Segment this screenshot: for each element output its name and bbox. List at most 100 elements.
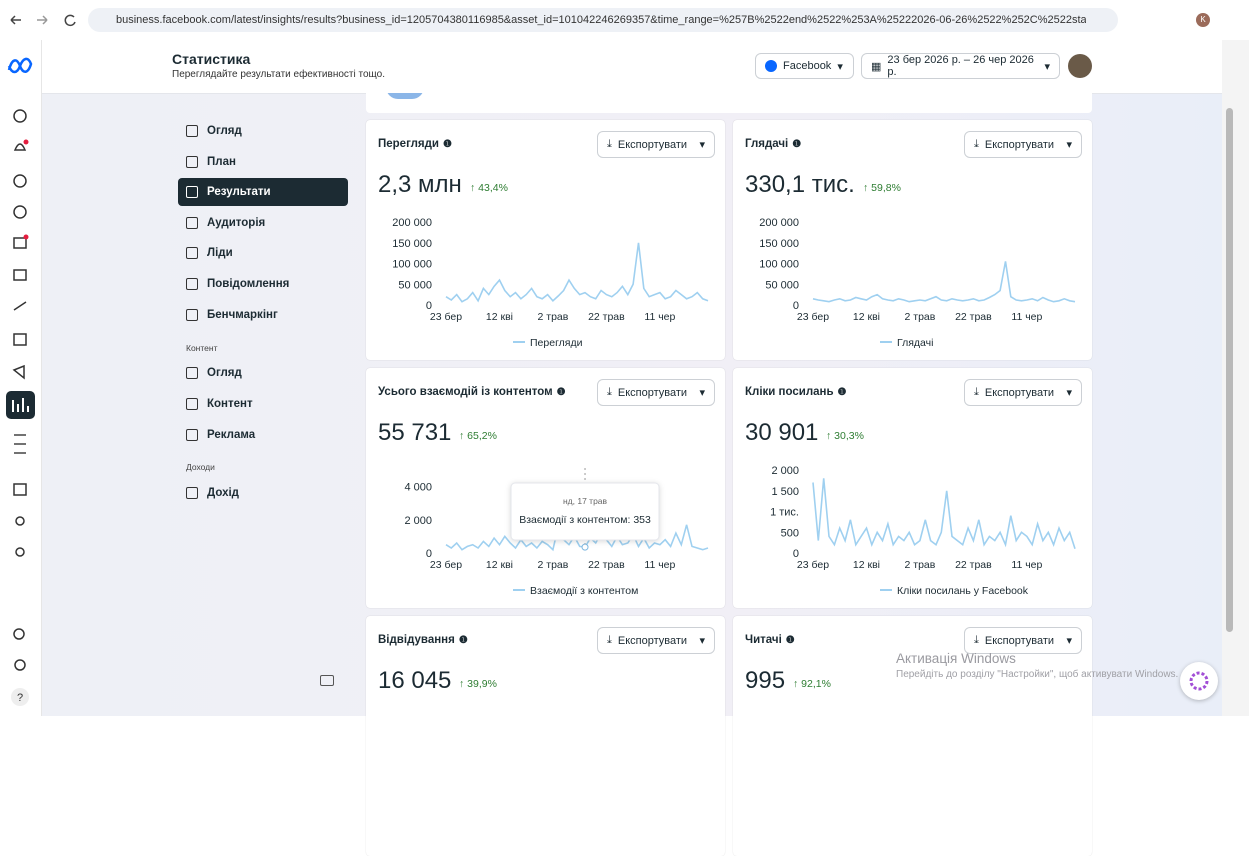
export-button[interactable]: ⤓ Експортувати ▾ [597,131,715,158]
arrow-up: ↑ [470,182,479,194]
x-tick-label: 12 кві [853,311,880,323]
download-icon: ⤓ [974,138,979,150]
x-tick-label: 22 трав [588,311,625,323]
nav-icon [186,487,198,499]
page-avatar[interactable] [1068,54,1092,78]
card-title: Глядачі ❶ [745,138,802,150]
y-tick-label: 50 000 [398,279,432,291]
facebook-icon [765,60,777,72]
date-range: 23 бер 2026 р. – 26 чер 2026 р. [887,54,1034,78]
card-title: Усього взаємодій із контентом ❶ [378,386,566,398]
partial-icon [386,93,424,99]
nav-item[interactable]: Дохід [178,479,348,507]
scroll-thumb[interactable] [1226,108,1233,632]
nav-item[interactable]: Ліди [178,239,348,267]
nav-label: Огляд [207,367,242,379]
rail-icons: ? [6,57,35,706]
export-button[interactable]: ⤓ Експортувати ▾ [597,627,715,654]
nav-item[interactable]: Повідомлення [178,270,348,298]
info-icon: ❶ [837,387,847,398]
address-bar[interactable]: business.facebook.com/latest/insights/re… [88,8,1118,32]
y-tick-label: 0 [793,548,799,560]
chart-card: 0 500 1 тис. 1 500 2 000 23 бер 12 кві 2 трав 22… [733,368,1092,608]
nav-item[interactable]: Результати [178,178,348,207]
y-tick-label: 2 000 [771,465,799,477]
screen: business.facebook.com/latest/insights/re… [0,0,1249,716]
page-header: Статистика Переглядайте результати ефект… [42,40,1222,94]
export-button[interactable]: ⤓ Експортувати ▾ [964,131,1082,158]
nav-label: План [207,155,236,168]
y-tick-label: 0 [793,300,799,312]
card-total: 995 [745,667,786,694]
card-total: 16 045 [378,667,452,694]
x-tick-label: 2 трав [905,559,936,571]
nav-item[interactable]: Аудиторія [178,209,348,237]
profile-avatar[interactable]: K [1196,13,1210,27]
platform-select[interactable]: Facebook ▾ [755,53,854,79]
export-button[interactable]: ⤓ Експортувати ▾ [964,379,1082,406]
y-tick-label: 0 [426,300,432,312]
arrow-up: ↑ [863,182,872,194]
y-tick-label: 100 000 [759,259,799,271]
nav-item[interactable]: Бенчмаркінг [178,301,348,329]
browser-bar: business.facebook.com/latest/insights/re… [0,0,1249,41]
nav-item[interactable]: План [178,148,348,176]
y-tick-label: 150 000 [759,238,799,250]
scrollbar [1222,40,1249,716]
card-title: Відвідування ❶ [378,634,468,646]
nav-label: Огляд [207,125,242,137]
nav-label: Реклама [207,428,256,441]
x-tick-label: 22 трав [955,559,992,571]
x-tick-label: 23 бер [430,559,462,571]
info-icon: ❶ [792,139,802,150]
card-title: Кліки посилань ❶ [745,386,847,398]
caret: ▾ [1066,139,1072,151]
date-range-select[interactable]: ▦ 23 бер 2026 р. – 26 чер 2026 р. ▾ [861,53,1060,79]
nav-item[interactable]: Огляд [178,359,348,387]
export-label: Експортувати [984,386,1055,399]
x-tick-label: 2 трав [905,311,936,323]
export-button[interactable]: ⤓ Експортувати ▾ [597,379,715,406]
assistant-button[interactable] [1180,662,1218,700]
nav-item[interactable]: Контент [178,390,348,418]
x-tick-label: 11 чер [1011,559,1042,571]
info-icon: ❶ [458,635,468,646]
x-tick-label: 2 трав [538,311,569,323]
download-icon: ⤓ [607,386,612,398]
caret: ▾ [1066,635,1072,647]
export-button[interactable]: ⤓ Експортувати ▾ [964,627,1082,654]
nav-section: Контент [186,343,218,353]
chart-card: 0 2 000 4 000 23 бер 12 кві 2 трав 22 трав 11 ч… [366,368,725,608]
chart: 0 500 1 тис. 1 500 2 000 23 бер 12 кві 2 трав 22… [770,465,1076,597]
export-label: Експортувати [984,634,1055,647]
legend-label: Перегляди [530,337,583,349]
nav-label: Дохід [207,487,239,499]
svg-text:?: ? [17,692,23,704]
export-label: Експортувати [617,386,688,399]
nav-item[interactable]: Реклама [178,421,348,449]
legend-label: Взаємодії з контентом [530,585,638,597]
calendar-icon: ▦ [871,60,882,73]
y-tick-label: 100 000 [392,259,432,271]
data-line [445,242,709,303]
y-tick-label: 1 500 [771,486,799,498]
icon-rail: ? [0,40,42,716]
nav-buttons[interactable] [8,12,80,28]
y-tick-label: 4 000 [404,482,432,494]
nav-icon [186,247,198,260]
card-change: ↑ 43,4% [470,182,508,194]
change-value: 43,4% [478,182,508,194]
card-total: 30 901 [745,419,819,446]
nav-item[interactable]: Огляд [178,117,348,145]
x-tick-label: 22 трав [955,311,992,323]
tooltip-box [510,482,660,541]
x-tick-label: 11 чер [644,311,675,323]
collapse-icon[interactable] [320,675,334,686]
legend-label: Кліки посилань у Facebook [897,585,1029,597]
card-change: ↑ 92,1% [793,678,831,690]
export-label: Експортувати [617,634,688,647]
caret: ▾ [837,60,843,73]
legend-label: Глядачі [897,337,933,349]
download-icon: ⤓ [607,138,612,150]
y-tick-label: 200 000 [392,217,432,229]
